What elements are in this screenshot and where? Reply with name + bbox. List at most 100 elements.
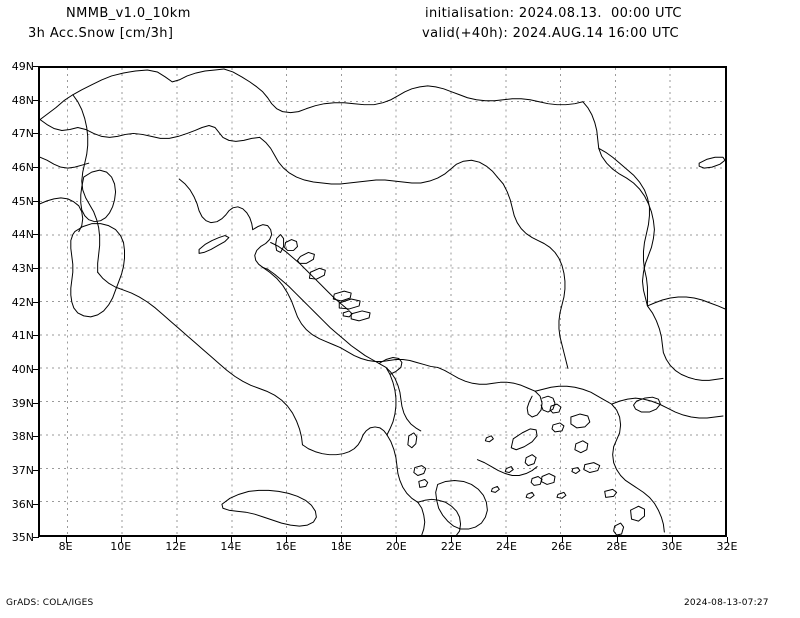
island-corfu <box>407 432 418 449</box>
island-paros <box>530 476 543 486</box>
xtick-label-12e: 12E <box>165 540 187 553</box>
coast-italy-adriatic-s <box>385 366 397 436</box>
ytick-label-36n: 36N <box>11 498 34 511</box>
island-naxos <box>540 473 556 485</box>
xtick-mark-16e <box>286 537 287 543</box>
coast-france-med <box>40 197 84 233</box>
xtick-mark-18e <box>341 537 343 543</box>
ytick-mark-40n <box>33 369 39 370</box>
island-evia <box>510 428 538 451</box>
lake-balaton <box>198 235 230 254</box>
xtick-mark-10e <box>120 537 122 543</box>
generation-timestamp-label: 2024-08-13-07:27 <box>684 598 769 608</box>
ytick-mark-35n <box>33 537 39 538</box>
ytick-label-38n: 38N <box>11 430 34 443</box>
islet-c <box>525 491 535 499</box>
xtick-mark-22e <box>451 537 453 543</box>
border-bulgaria-serbia <box>496 176 569 369</box>
island-pag <box>296 251 315 264</box>
island-kefalonia <box>413 465 427 477</box>
coast-dalmatia <box>267 268 387 368</box>
border-turkey-bulgaria <box>646 305 724 381</box>
island-chios <box>574 440 589 454</box>
ytick-label-37n: 37N <box>11 464 34 477</box>
ytick-mark-37n <box>33 470 39 471</box>
ytick-label-47n: 47N <box>11 127 34 140</box>
xtick-label-26e: 26E <box>551 540 573 553</box>
island-thasos <box>549 403 562 414</box>
coast-italy-tyrrhenian <box>97 271 303 446</box>
greece-chalkidiki <box>526 390 543 418</box>
border-bosnia <box>262 266 341 349</box>
coastline-and-borders-layer <box>40 68 725 535</box>
ytick-mark-44n <box>33 234 39 235</box>
coast-greece-pelop <box>417 498 462 535</box>
coast-sardinia <box>70 223 126 318</box>
greece-thrace <box>534 385 613 405</box>
coast-turkey-blacksea <box>646 296 725 310</box>
island-samos <box>583 462 601 474</box>
xtick-label-22e: 22E <box>440 540 462 553</box>
xtick-label-8e: 8E <box>58 540 73 553</box>
island-karpathos <box>613 522 625 535</box>
island-krk <box>284 239 298 251</box>
xtick-label-14e: 14E <box>220 540 242 553</box>
island-vis <box>342 310 353 318</box>
ytick-label-49n: 49N <box>11 60 34 73</box>
island-rhodes <box>630 505 645 522</box>
xtick-label-30e: 30E <box>661 540 683 553</box>
border-serbia-south <box>339 347 439 368</box>
ytick-mark-47n <box>33 133 39 134</box>
islet-d <box>490 485 500 493</box>
xtick-label-10e: 10E <box>110 540 132 553</box>
xtick-label-18e: 18E <box>330 540 352 553</box>
coast-adriatic-north <box>178 178 254 231</box>
islet-a <box>504 466 514 474</box>
greece-peninsula-a <box>437 366 536 392</box>
border-west-1 <box>40 156 90 169</box>
border-montenegro-albania <box>385 366 422 432</box>
xtick-mark-30e <box>671 537 673 543</box>
ytick-mark-41n <box>33 335 39 336</box>
xtick-label-32e: 32E <box>716 540 738 553</box>
ytick-mark-36n <box>33 504 39 505</box>
graticule-gridlines <box>40 68 725 535</box>
ytick-mark-42n <box>33 302 39 303</box>
italy-heel <box>378 357 403 375</box>
island-korcula <box>350 310 371 322</box>
island-limnos <box>551 422 565 433</box>
map-plot-area <box>38 66 727 537</box>
coast-albania <box>386 434 419 503</box>
island-kos <box>604 488 618 498</box>
greece-attica <box>476 459 538 477</box>
xtick-mark-14e <box>230 537 232 543</box>
xtick-mark-28e <box>616 537 618 543</box>
xtick-mark-32e <box>727 537 728 543</box>
coast-turkey-aegean <box>611 403 665 533</box>
ytick-label-40n: 40N <box>11 363 34 376</box>
coast-italy-toe <box>301 426 388 456</box>
island-cres <box>275 234 285 253</box>
ytick-label-42n: 42N <box>11 296 34 309</box>
ytick-label-45n: 45N <box>11 195 34 208</box>
xtick-mark-20e <box>396 537 398 543</box>
island-zakynthos <box>418 478 429 488</box>
coast-corsica <box>80 169 117 223</box>
ytick-mark-48n <box>33 100 39 101</box>
xtick-mark-8e <box>65 537 67 543</box>
island-andros <box>524 454 537 467</box>
xtick-mark-26e <box>561 537 563 543</box>
ytick-mark-43n <box>33 268 39 269</box>
islet-f <box>484 435 494 443</box>
xtick-label-24e: 24E <box>496 540 517 553</box>
grads-credit-label: GrADS: COLA/IGES <box>6 598 94 608</box>
coast-crimea <box>698 156 725 169</box>
marmara-sea <box>633 396 661 413</box>
xtick-label-16e: 16E <box>275 540 297 553</box>
xtick-mark-12e <box>175 537 177 543</box>
border-hungary-south <box>259 136 498 185</box>
island-hvar <box>338 298 361 310</box>
field-name-label: 3h Acc.Snow [cm/3h] <box>28 26 174 41</box>
coast-alps-north <box>40 68 225 121</box>
